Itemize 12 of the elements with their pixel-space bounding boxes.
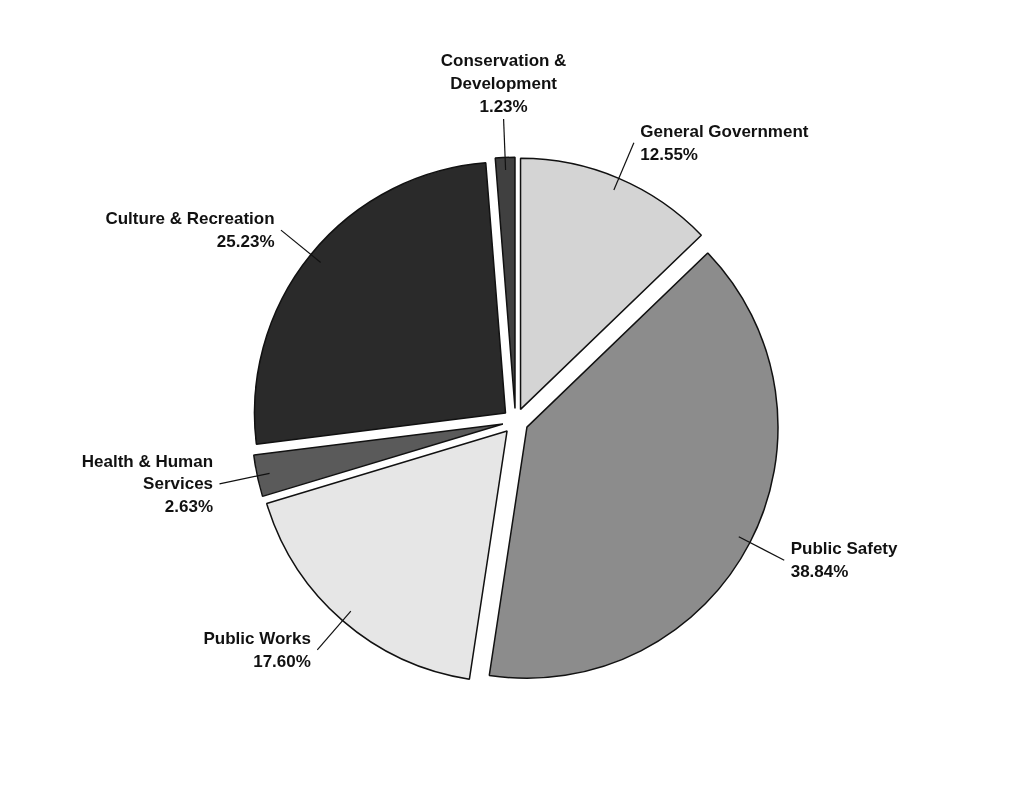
slice-label: Public Works — [203, 628, 311, 648]
data-label: 2.63% — [164, 497, 214, 517]
slice-label: Public Safety — [790, 539, 898, 559]
data-label: 17.60% — [253, 651, 311, 671]
data-label: 12.55% — [640, 144, 698, 164]
slice-label: Conservation & Development — [440, 51, 567, 93]
slice-label: Health & Human Services — [81, 451, 214, 494]
data-label: 25.23% — [216, 231, 275, 251]
data-label: 1.23% — [479, 96, 528, 116]
slice-label: General Government — [640, 121, 809, 141]
data-label: 38.84% — [790, 562, 849, 582]
slice-label: Culture & Recreation — [105, 209, 275, 229]
